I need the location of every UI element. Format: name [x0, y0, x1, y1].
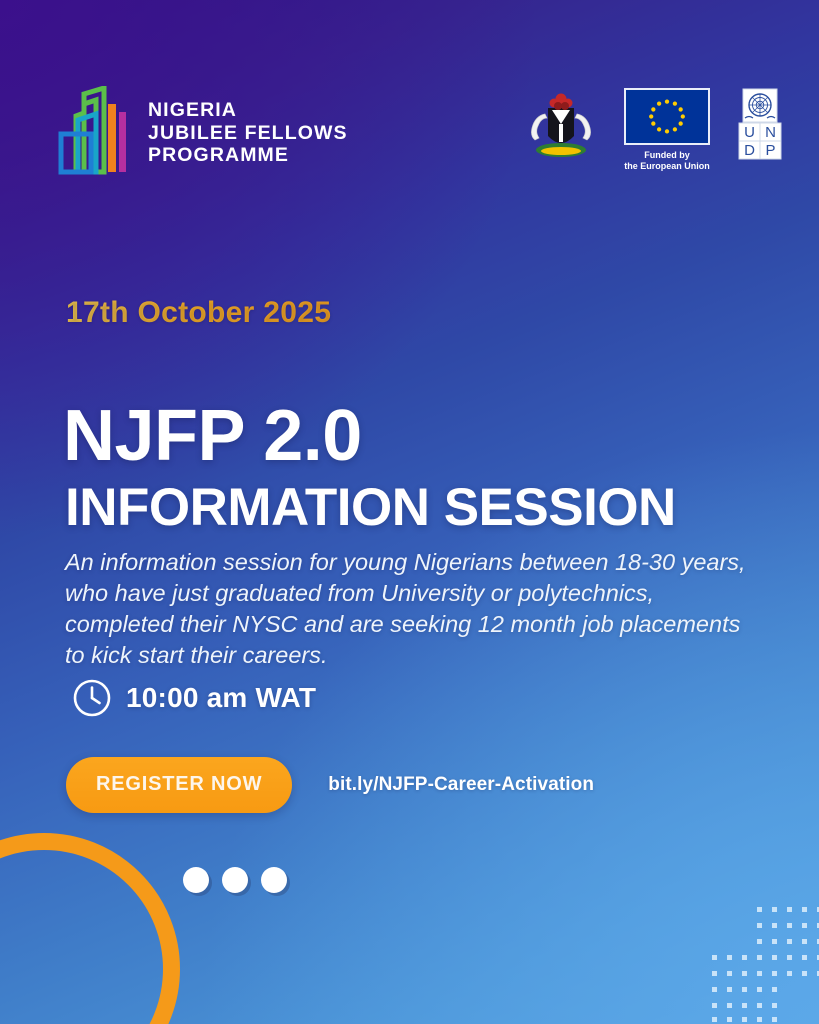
svg-text:D: D — [744, 142, 755, 159]
nigeria-coat-of-arms-icon — [531, 93, 591, 157]
event-time-text: 10:00 am WAT — [126, 682, 317, 713]
register-now-button[interactable]: REGISTER NOW — [66, 757, 293, 813]
event-date: 17th October 2025 — [66, 296, 332, 329]
registration-url[interactable]: bit.ly/NJFP-Career-Activation — [328, 774, 595, 795]
cta-row: REGISTER NOW bit.ly/NJFP-Career-Activati… — [66, 757, 594, 813]
decorative-dot — [261, 867, 287, 893]
svg-text:U: U — [744, 124, 755, 141]
eu-funding-caption: Funded by the European Union — [624, 150, 710, 172]
page-subtitle: INFORMATION SESSION — [65, 477, 676, 537]
event-description: An information session for young Nigeria… — [65, 548, 746, 668]
clock-icon — [73, 679, 111, 717]
orange-circle-decoration — [0, 833, 180, 1024]
njfp-wordmark: NIGERIA JUBILEE FELLOWS PROGRAMME — [148, 99, 348, 167]
svg-text:N: N — [765, 124, 776, 141]
page-title: NJFP 2.0 — [63, 396, 362, 477]
undp-logo-icon: U N D P — [738, 88, 782, 160]
poster-header: NIGERIA JUBILEE FELLOWS PROGRAMME — [0, 0, 819, 190]
dot-grid-decoration — [712, 907, 819, 1022]
decorative-dot — [222, 867, 248, 893]
european-union-flag-icon — [624, 88, 710, 145]
partner-logos: Funded by the European Union — [525, 88, 783, 173]
njfp-logo[interactable]: NIGERIA JUBILEE FELLOWS PROGRAMME — [56, 86, 348, 178]
decorative-dots-row — [183, 867, 287, 893]
njfp-building-mark-icon — [58, 86, 126, 175]
decorative-dot — [183, 867, 209, 893]
european-union-block: Funded by the European Union — [619, 88, 715, 173]
event-time-row: 10:00 am WAT — [72, 678, 316, 718]
svg-text:P: P — [765, 142, 775, 159]
